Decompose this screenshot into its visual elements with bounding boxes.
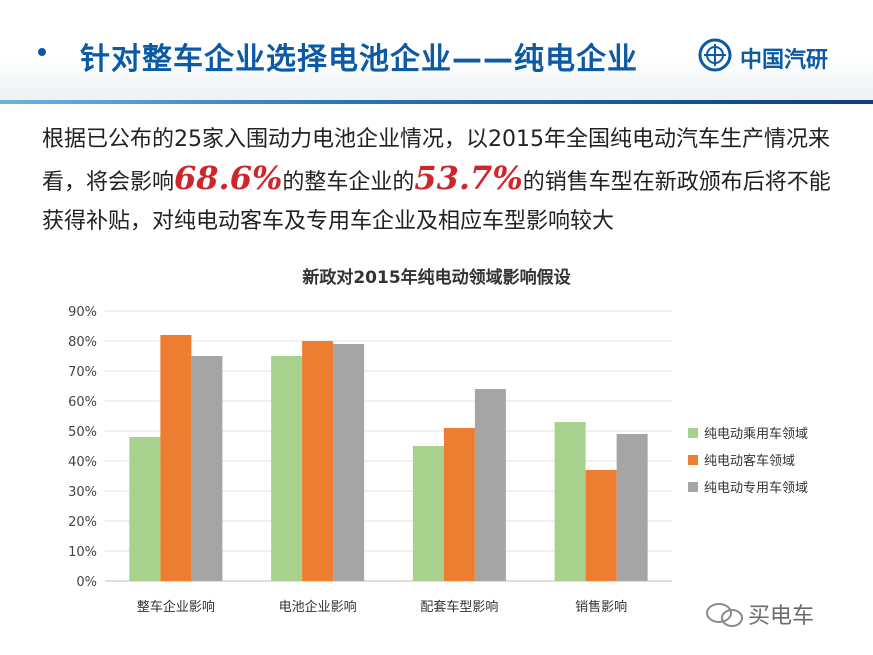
y-tick-label: 70% (68, 365, 97, 380)
bar-1-0 (271, 356, 303, 581)
y-tick-label: 60% (68, 395, 97, 410)
bar-2-2 (474, 389, 506, 581)
y-tick-label: 50% (68, 425, 97, 440)
highlight-percent-2: 53.7% (414, 159, 523, 197)
watermark-text: 买电车 (748, 604, 815, 629)
wechat-icon (706, 603, 743, 627)
body-text-mid: 的整车企业的 (282, 170, 415, 195)
header-rule (0, 100, 873, 104)
legend-label: 纯电动乘用车领域 (704, 426, 808, 442)
bullet-dot (38, 48, 46, 56)
legend-swatch (688, 455, 698, 465)
bar-2-0 (412, 446, 444, 581)
x-tick-label: 电池企业影响 (279, 599, 357, 615)
y-tick-label: 90% (68, 305, 97, 320)
y-tick-label: 80% (68, 335, 97, 350)
y-tick-label: 40% (68, 455, 97, 470)
legend-label: 纯电动专用车领域 (704, 480, 808, 496)
body-text-pre: 根据已公布的25家入围动力电池企业情况，以2015年全国纯电动汽车生产情况来看，… (42, 127, 830, 195)
x-tick-label: 销售影响 (575, 599, 627, 615)
slide-title: 针对整车企业选择电池企业——纯电企业 (80, 42, 638, 77)
bar-0-1 (160, 335, 192, 581)
x-tick-label: 整车企业影响 (137, 599, 215, 615)
bar-2-1 (443, 428, 475, 581)
logo-icon (698, 38, 732, 72)
y-tick-label: 10% (68, 545, 97, 560)
legend-label: 纯电动客车领域 (704, 453, 795, 469)
y-tick-label: 20% (68, 515, 97, 530)
body-text-post: 的销售车型在新政颁布后将不能获得补贴，对纯电动客车及专用车企业及相应车型影响较大 (42, 170, 831, 234)
bar-1-2 (333, 344, 365, 581)
bar-0-0 (129, 437, 161, 581)
body-paragraph: 根据已公布的25家入围动力电池企业情况，以2015年全国纯电动汽车生产情况来看，… (42, 120, 842, 241)
bar-3-1 (585, 470, 617, 581)
bar-0-2 (191, 356, 223, 581)
legend-swatch (688, 428, 698, 438)
chart-title: 新政对2015年纯电动领域影响假设 (302, 268, 571, 288)
header-band (0, 0, 873, 100)
x-tick-label: 配套车型影响 (420, 599, 498, 615)
legend-swatch (688, 482, 698, 492)
bar-3-2 (616, 434, 648, 581)
y-tick-label: 30% (68, 485, 97, 500)
highlight-percent-1: 68.6% (174, 159, 283, 197)
y-tick-label: 0% (76, 575, 97, 590)
bar-3-0 (554, 422, 586, 581)
bar-1-1 (302, 341, 334, 581)
logo-text: 中国汽研 (740, 48, 829, 73)
